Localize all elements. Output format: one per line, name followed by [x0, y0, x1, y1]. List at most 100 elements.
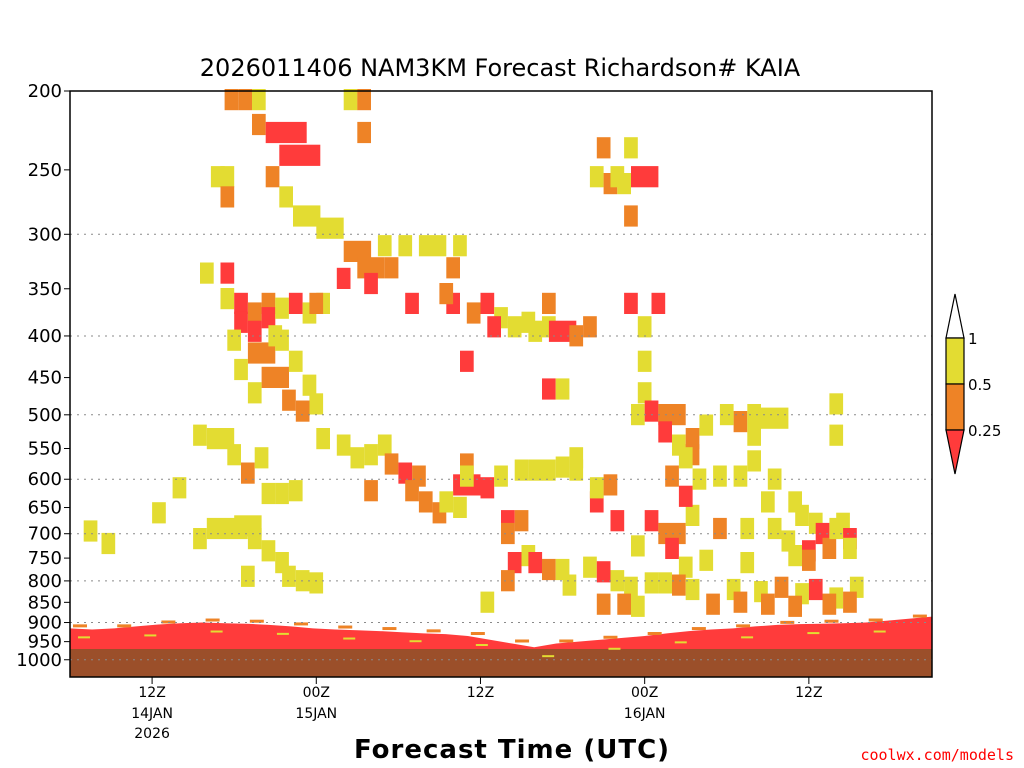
y-tick-label: 1000 — [16, 650, 62, 671]
heatmap-cell — [802, 549, 816, 571]
heatmap-cell — [418, 491, 433, 513]
heatmap-cell — [357, 121, 371, 144]
heatmap-cell — [241, 565, 255, 587]
bl-speckle — [338, 625, 353, 629]
plot-frame — [69, 90, 933, 678]
heatmap-cell — [439, 283, 454, 305]
x-tick-date: 15JAN — [295, 706, 337, 722]
colorbar-label-0-25: 0.25 — [968, 422, 1001, 440]
colorbar-bottom-arrow — [945, 429, 965, 475]
heatmap-cell — [822, 537, 837, 559]
heatmap-cell — [542, 558, 556, 581]
heatmap-cell — [405, 292, 419, 314]
y-tick-label: 500 — [28, 405, 62, 426]
heatmap-cell — [101, 532, 116, 555]
heatmap-cell — [740, 552, 755, 574]
heatmap-cell — [528, 552, 543, 574]
heatmap-cell — [247, 302, 262, 324]
heatmap-cell — [302, 374, 317, 396]
heatmap-cell — [247, 382, 262, 404]
heatmap-cell — [288, 350, 303, 372]
heatmap-cell — [316, 428, 330, 450]
heatmap-cell — [265, 166, 280, 188]
heatmap-cell — [293, 205, 321, 227]
heatmap-cell — [193, 528, 207, 550]
y-tick-label: 700 — [28, 524, 62, 545]
heatmap-cell — [631, 535, 645, 557]
bl-speckle — [559, 639, 574, 643]
bl-speckle — [276, 632, 289, 635]
heatmap-cell — [610, 166, 625, 188]
heatmap-cell — [507, 316, 522, 338]
heatmap-cell — [542, 292, 556, 314]
heatmap-cell — [279, 144, 321, 166]
heatmap-cell — [247, 342, 276, 364]
heatmap-cell — [829, 393, 844, 415]
heatmap-cell — [357, 89, 371, 111]
y-tick-label: 400 — [28, 326, 62, 347]
bl-speckle — [426, 629, 441, 633]
heatmap-cell — [193, 424, 207, 446]
heatmap-cell — [747, 424, 761, 446]
heatmap-cell — [220, 428, 235, 450]
heatmap-cell — [624, 292, 638, 314]
x-axis: 12Z 14JAN 2026 00Z 15JAN 12Z 00Z 16JAN 12Z — [131, 677, 823, 742]
heatmap-cell — [685, 428, 700, 450]
heatmap-cell — [453, 496, 467, 518]
heatmap-cell — [678, 447, 693, 469]
heatmap-cell — [501, 570, 515, 592]
heatmap-cell — [747, 450, 761, 472]
y-tick-label: 300 — [28, 224, 62, 245]
heatmap-cell — [295, 400, 310, 422]
heatmap-cell — [767, 517, 782, 540]
heatmap-cell — [761, 593, 775, 615]
heatmap-cell — [644, 572, 659, 594]
heatmap-cell — [637, 382, 652, 404]
heatmap-cell — [275, 297, 289, 319]
bl-speckle — [475, 644, 488, 647]
y-tick-label: 200 — [28, 81, 62, 102]
bl-speckle — [780, 620, 795, 624]
heatmap-cell — [206, 428, 221, 450]
heatmap-cell — [555, 378, 570, 400]
heatmap-cell — [740, 517, 755, 540]
heatmap-cell — [220, 186, 235, 208]
heatmap-cell — [254, 447, 269, 469]
heatmap-cell — [596, 561, 611, 583]
heatmap-cell — [398, 235, 413, 257]
bl-speckle — [210, 630, 223, 633]
heatmap-cell — [316, 217, 344, 239]
heatmap-cell — [678, 556, 693, 578]
heatmap-cell — [843, 537, 857, 559]
heatmap-cell — [446, 257, 460, 279]
heatmap-cell — [282, 389, 296, 411]
bl-speckle — [736, 624, 751, 628]
heatmap-cell — [692, 468, 707, 490]
heatmap-cell — [405, 480, 419, 502]
colorbar-label-1: 1 — [968, 330, 978, 348]
heatmap-cell — [288, 480, 303, 502]
heatmap-cell — [261, 540, 276, 562]
heatmap-cell — [418, 235, 447, 257]
heatmap-cell — [364, 272, 378, 295]
heatmap-cell — [713, 517, 727, 540]
heatmap-cell — [795, 504, 809, 526]
heatmap-cell — [747, 404, 761, 426]
heatmap-cell — [343, 240, 372, 262]
bl-speckle — [912, 614, 927, 618]
y-tick-label: 750 — [28, 548, 62, 569]
x-tick-year: 2026 — [134, 726, 170, 742]
heatmap-cell — [234, 358, 248, 381]
heatmap-cell — [767, 468, 782, 490]
bl-speckle — [515, 639, 530, 643]
y-tick-label: 850 — [28, 592, 62, 613]
heatmap-cell — [384, 453, 399, 475]
heatmap-cell — [241, 462, 255, 484]
heatmap-cell — [829, 424, 844, 446]
heatmap-cell — [152, 502, 166, 524]
heatmap-cell — [336, 267, 351, 289]
heatmap-cell — [480, 477, 495, 499]
bl-speckle — [382, 627, 397, 631]
x-tick-date: 14JAN — [131, 706, 173, 722]
